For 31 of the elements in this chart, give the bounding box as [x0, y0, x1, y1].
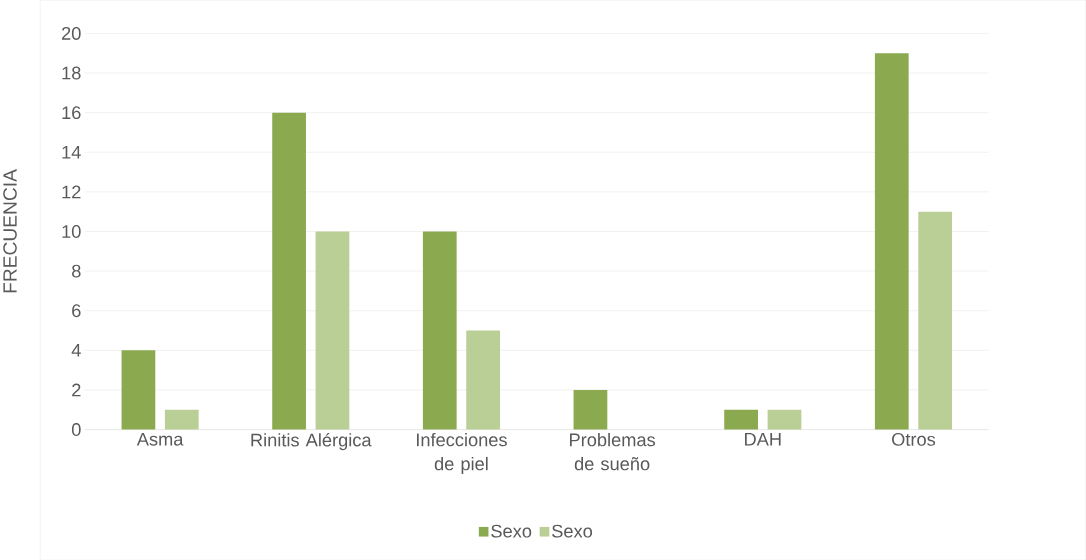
y-tick-label: 8: [72, 264, 81, 278]
x-tick-label: Asma: [136, 432, 184, 446]
bar: [573, 389, 608, 430]
y-tick-label: 0: [71, 422, 81, 436]
bar: [767, 409, 802, 430]
legend-label: Sexo: [552, 524, 593, 538]
y-tick-label: 16: [62, 106, 81, 119]
bar: [466, 330, 500, 430]
y-axis-title: FRECUENCIA: [3, 168, 17, 293]
legend-label: Sexo: [491, 524, 532, 538]
x-tick-label: DAH: [745, 432, 781, 446]
bar: [918, 211, 953, 430]
y-tick-label: 10: [62, 224, 81, 238]
bar: [422, 231, 457, 430]
y-tick-label: 20: [62, 26, 81, 40]
x-tick-label: Otros: [892, 432, 936, 446]
bar: [121, 350, 156, 430]
bar: [724, 409, 758, 430]
bar: [874, 53, 909, 430]
bar: [164, 409, 199, 430]
x-tick-label: Infecciones de piel: [416, 432, 507, 474]
y-tick-label: 14: [62, 145, 81, 159]
y-tick-label: 2: [72, 383, 81, 397]
y-tick-label: 6: [72, 304, 81, 318]
x-tick-label: Rinitis Alérgica: [251, 432, 372, 450]
bar: [272, 112, 306, 430]
y-tick-label: 18: [62, 66, 81, 80]
y-tick-label: 12: [62, 185, 81, 199]
bar: [315, 231, 350, 430]
y-tick-label: 4: [71, 343, 81, 357]
x-tick-label: Problemas de sueño: [570, 432, 656, 471]
